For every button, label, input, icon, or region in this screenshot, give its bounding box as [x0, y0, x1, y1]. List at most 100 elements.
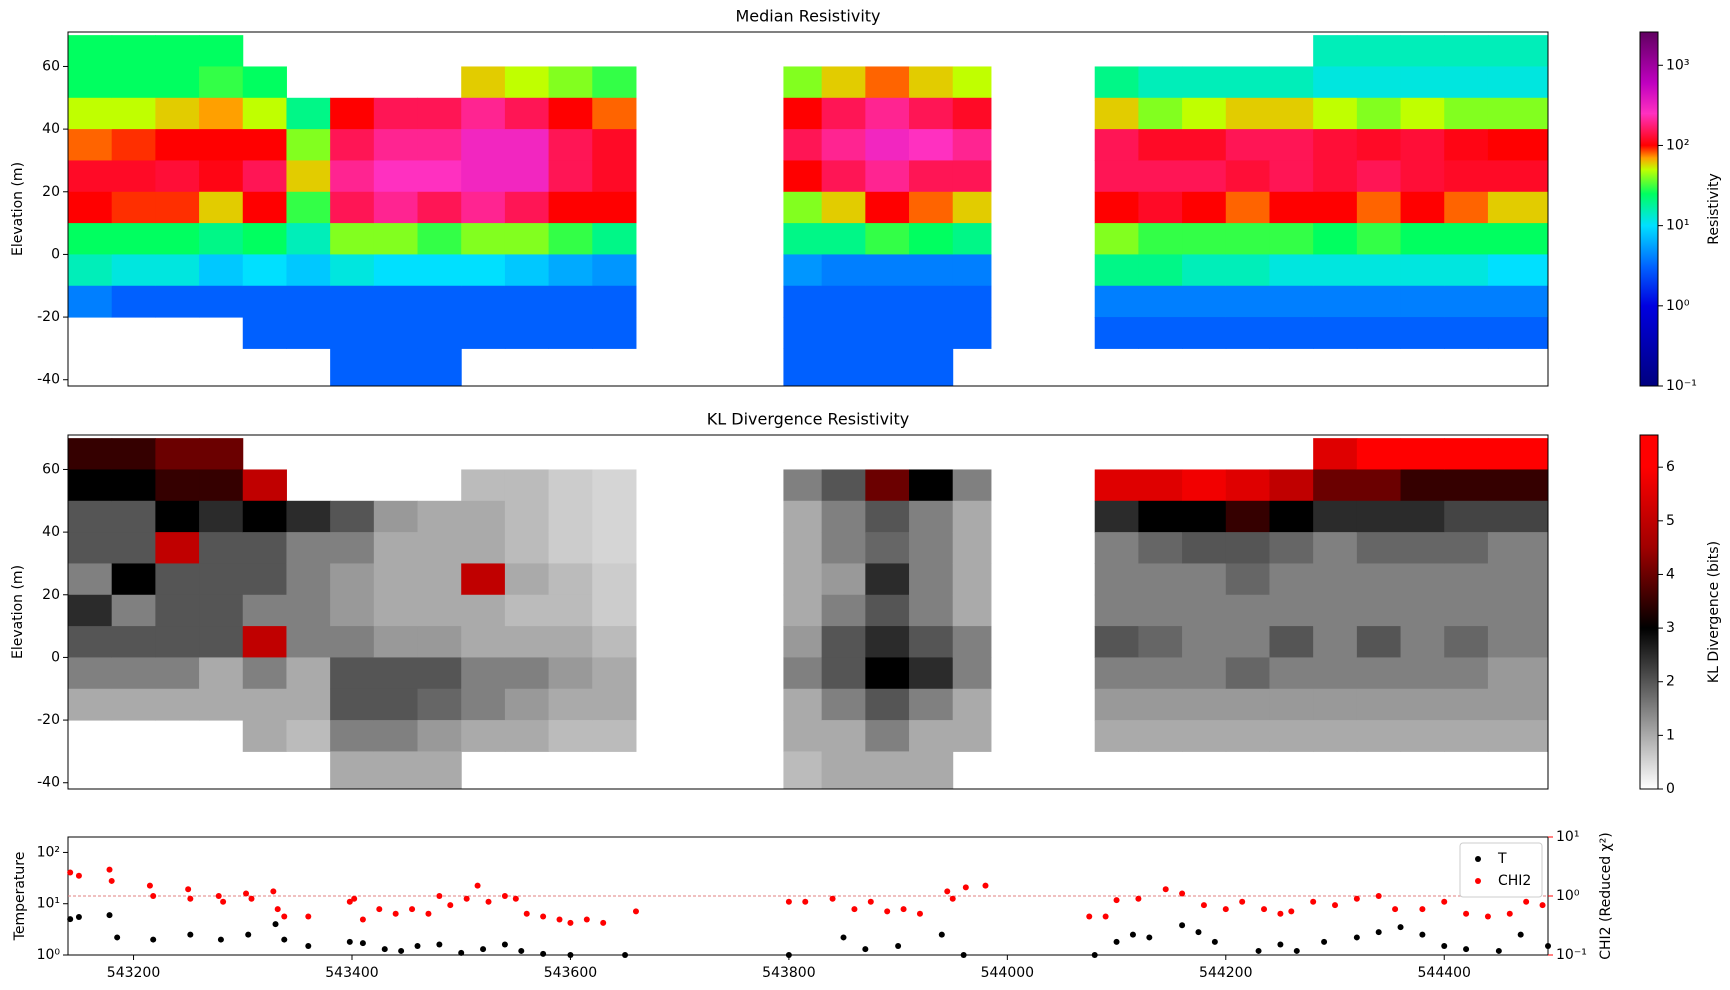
- cell: [1313, 35, 1358, 67]
- cell: [373, 563, 419, 596]
- cell: [461, 563, 506, 596]
- cell: [1400, 191, 1445, 224]
- cell: [199, 35, 244, 67]
- cell: [1487, 97, 1548, 130]
- cell: [199, 626, 244, 658]
- cell: [821, 66, 866, 99]
- cell: [504, 532, 550, 564]
- cell: [1269, 191, 1314, 224]
- cell: [68, 97, 113, 130]
- cell: [242, 469, 287, 502]
- cell: [1487, 254, 1548, 287]
- legend-label: T: [1497, 851, 1507, 867]
- cell: [865, 191, 910, 224]
- cell: [1444, 66, 1489, 99]
- cell: [1138, 66, 1183, 99]
- cell: [1313, 626, 1358, 658]
- cell: [1487, 191, 1548, 224]
- colorbar-tick-label: 1: [1666, 727, 1675, 743]
- cell: [1269, 285, 1314, 318]
- point: [982, 882, 989, 889]
- y-tick-label: -20: [37, 712, 60, 728]
- cell: [1400, 66, 1445, 99]
- point: [518, 947, 525, 954]
- cell: [242, 563, 287, 596]
- cell: [286, 626, 331, 658]
- cell: [1269, 317, 1314, 349]
- cell: [548, 532, 593, 564]
- cell: [821, 688, 866, 721]
- cell: [1444, 469, 1489, 502]
- cell: [199, 688, 244, 721]
- point: [540, 913, 547, 920]
- chart-title: Median Resistivity: [735, 7, 880, 26]
- point: [1086, 913, 1093, 920]
- cell: [286, 532, 331, 564]
- cell: [865, 532, 910, 564]
- cell: [461, 688, 506, 721]
- point: [359, 940, 366, 947]
- cell: [783, 348, 823, 386]
- axis-label: CHI2 (Reduced χ²): [1598, 832, 1614, 960]
- cell: [548, 688, 593, 721]
- point: [1255, 947, 1262, 954]
- x-tick-label: 543200: [107, 965, 160, 981]
- cell: [1487, 563, 1548, 596]
- cell: [548, 317, 593, 349]
- cell: [286, 191, 331, 224]
- point: [409, 906, 416, 913]
- cell: [1225, 66, 1270, 99]
- cell: [111, 500, 156, 533]
- point: [600, 919, 607, 926]
- cell: [1313, 223, 1358, 255]
- cell: [155, 532, 200, 564]
- cell: [1356, 129, 1402, 161]
- legend-marker: [1475, 878, 1481, 884]
- cell: [1487, 657, 1548, 690]
- cell: [286, 223, 331, 255]
- cell: [592, 223, 637, 255]
- point: [1222, 906, 1229, 913]
- cell: [286, 657, 331, 690]
- cell: [783, 626, 823, 658]
- point: [1135, 895, 1142, 902]
- cell: [1138, 160, 1183, 193]
- cell: [330, 657, 375, 690]
- colorbar-tick-label: 10⁻¹: [1666, 378, 1697, 394]
- point: [480, 946, 487, 953]
- cell: [1487, 285, 1548, 318]
- cell: [1356, 438, 1402, 470]
- cell: [330, 348, 375, 386]
- cell: [1182, 500, 1227, 533]
- cell: [111, 626, 156, 658]
- cell: [952, 626, 992, 658]
- cell: [242, 532, 287, 564]
- cell: [417, 500, 462, 533]
- cell: [1269, 563, 1314, 596]
- cell: [373, 317, 419, 349]
- cell: [1269, 469, 1314, 502]
- point: [185, 886, 192, 893]
- point: [884, 908, 891, 915]
- cell: [461, 254, 506, 287]
- cell: [783, 563, 823, 596]
- cell: [592, 191, 637, 224]
- cell: [242, 223, 287, 255]
- cell: [417, 626, 462, 658]
- cell: [909, 594, 954, 627]
- point: [376, 906, 383, 913]
- cell: [1094, 626, 1139, 658]
- point: [1321, 938, 1328, 945]
- cell: [1313, 129, 1358, 161]
- cell: [909, 160, 954, 193]
- cell: [1487, 129, 1548, 161]
- y2-tick-label: 10⁻¹: [1556, 947, 1587, 963]
- legend-marker: [1475, 856, 1481, 862]
- point: [1261, 906, 1268, 913]
- cell: [1182, 223, 1227, 255]
- cell: [199, 66, 244, 99]
- cell: [1400, 657, 1445, 690]
- cell: [1444, 191, 1489, 224]
- cell: [592, 66, 637, 99]
- point: [392, 910, 399, 917]
